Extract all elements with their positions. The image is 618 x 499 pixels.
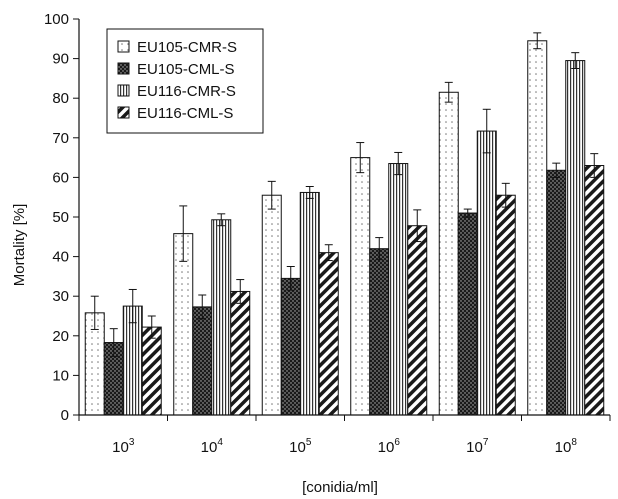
error-bar-4-6 [590, 153, 599, 178]
bar-4-5 [495, 194, 516, 416]
x-tick-label-4: 106 [378, 437, 401, 456]
y-tick-label-50: 50 [52, 209, 69, 226]
legend-box [106, 28, 264, 134]
bar-2-4 [369, 248, 390, 416]
bar-3-2 [211, 219, 232, 416]
x-tick-label-2: 104 [201, 437, 224, 456]
y-tick-label-80: 80 [52, 90, 69, 107]
x-tick-label-1: 103 [112, 437, 135, 456]
bar-4-3 [318, 252, 339, 416]
error-bar-3-2 [217, 213, 226, 227]
bar-3-3 [299, 191, 320, 416]
error-bar-1-2 [179, 205, 188, 262]
y-tick-label-60: 60 [52, 169, 69, 186]
error-bar-4-3 [324, 244, 333, 262]
error-bar-4-2 [236, 279, 245, 304]
legend-label-4: EU116-CML-S [137, 105, 233, 122]
error-bar-1-6 [533, 32, 542, 50]
bar-4-2 [230, 290, 251, 416]
bar-3-4 [388, 163, 409, 416]
error-bar-1-1 [90, 295, 99, 330]
y-tick-label-0: 0 [61, 407, 69, 424]
y-tick-label-20: 20 [52, 328, 69, 345]
y-axis-title: Mortality [%] [11, 204, 28, 287]
error-bar-1-5 [444, 81, 453, 103]
bar-1-6 [527, 40, 548, 416]
legend-label-2: EU105-CML-S [137, 61, 235, 78]
y-tick-label-90: 90 [52, 51, 69, 68]
legend-label-3: EU116-CMR-S [137, 83, 236, 100]
legend: EU105-CMR-S EU105-CML-S EU116-CMR-S EU116-C… [106, 28, 264, 134]
plot-area: 0 10 20 30 40 50 60 70 80 90 100 103 104 105 106 107 108 [44, 11, 611, 456]
legend-swatch-4 [117, 106, 130, 119]
error-bar-3-3 [305, 186, 314, 199]
bar-2-2 [192, 306, 213, 416]
error-bar-3-5 [482, 108, 491, 154]
bar-4-1 [141, 326, 162, 416]
legend-label-1: EU105-CMR-S [137, 39, 237, 56]
error-bar-2-5 [463, 208, 472, 218]
legend-swatch-3 [117, 84, 130, 97]
y-tick-label-30: 30 [52, 288, 69, 305]
error-bar-4-5 [501, 182, 510, 208]
bar-2-6 [546, 169, 567, 416]
x-tick-label-3: 105 [289, 437, 312, 456]
bar-2-3 [280, 277, 301, 416]
x-axis-title: [conidia/ml] [302, 479, 378, 496]
bar-1-5 [438, 91, 459, 416]
y-tick-label-70: 70 [52, 130, 69, 147]
y-tick-label-40: 40 [52, 249, 69, 266]
bar-3-6 [565, 60, 586, 416]
bar-4-4 [407, 225, 428, 416]
bar-1-4 [350, 157, 371, 416]
error-bar-4-4 [413, 209, 422, 243]
x-tick-label-6: 108 [555, 437, 578, 456]
error-bar-2-3 [286, 266, 295, 291]
error-bar-2-4 [375, 237, 384, 261]
y-tick-label-10: 10 [52, 367, 69, 384]
bar-1-3 [261, 194, 282, 416]
error-bar-2-2 [198, 294, 207, 320]
legend-swatch-2 [117, 62, 130, 75]
error-bar-3-1 [128, 288, 137, 324]
y-tick-label-100: 100 [44, 11, 69, 28]
x-tick-label-5: 107 [466, 437, 489, 456]
error-bar-2-6 [552, 162, 561, 178]
bar-2-5 [457, 212, 478, 416]
bar-4-6 [584, 165, 605, 416]
error-bar-2-1 [109, 328, 118, 357]
error-bar-3-4 [394, 151, 403, 176]
error-bar-1-3 [267, 180, 276, 210]
bar-3-5 [476, 130, 497, 416]
error-bar-3-6 [571, 52, 580, 69]
legend-swatch-1 [117, 40, 130, 53]
error-bar-4-1 [147, 315, 156, 339]
error-bar-1-4 [356, 142, 365, 174]
